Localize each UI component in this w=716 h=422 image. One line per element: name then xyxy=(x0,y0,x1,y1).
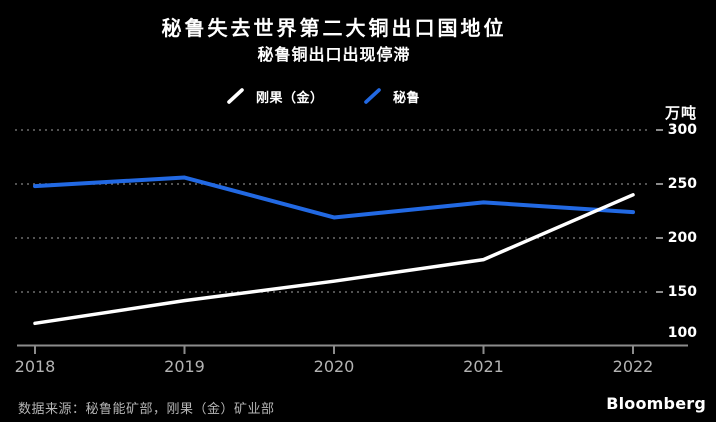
legend-item-peru: 秘鲁 xyxy=(364,87,421,106)
bloomberg-logo: Bloomberg xyxy=(606,394,706,413)
chart-title: 秘鲁失去世界第二大铜出口国地位 xyxy=(161,16,507,40)
x-axis-tick-label: 2020 xyxy=(313,357,355,376)
chart-subtitle: 秘鲁铜出口出现停滞 xyxy=(257,45,411,64)
series-line-congo xyxy=(33,193,635,326)
y-axis-tick-label: 300 xyxy=(667,122,697,138)
legend-label-congo: 刚果（金） xyxy=(256,90,324,106)
x-axis-tick-label: 2022 xyxy=(612,357,654,376)
peru-line-swatch-icon xyxy=(364,87,381,104)
y-axis-tick-label: 150 xyxy=(667,284,697,300)
legend-label-peru: 秘鲁 xyxy=(393,90,421,106)
legend-item-congo: 刚果（金） xyxy=(227,87,324,106)
x-axis-tick-label: 2019 xyxy=(164,357,205,376)
x-axis-tick-label: 2018 xyxy=(14,357,56,376)
source-note: 数据来源：秘鲁能矿部，刚果（金）矿业部 xyxy=(18,402,275,417)
y-axis-unit-label: 万吨 xyxy=(664,104,697,122)
series-line-peru xyxy=(33,175,635,220)
x-axis-tick-label: 2021 xyxy=(463,357,504,376)
y-axis-tick-label: 250 xyxy=(667,176,697,192)
y-axis-tick-label: 100 xyxy=(667,325,697,341)
chart-header: 秘鲁失去世界第二大铜出口国地位 秘鲁铜出口出现停滞 xyxy=(0,0,668,64)
congo-line-swatch-icon xyxy=(227,87,244,104)
y-axis-tick-label: 200 xyxy=(667,230,697,246)
